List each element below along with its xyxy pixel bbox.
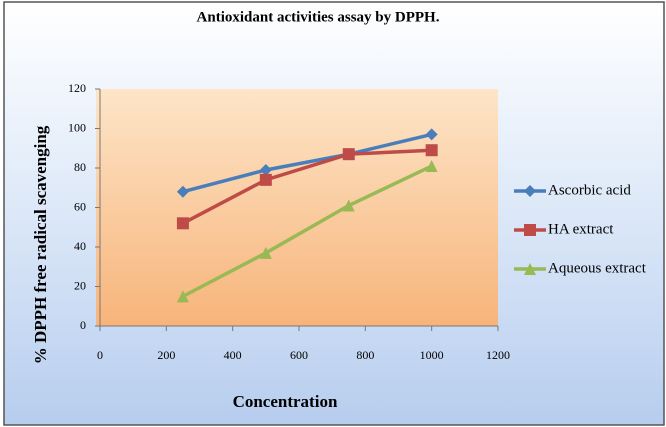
y-axis-label: % DPPH free radical scavenging	[31, 125, 50, 364]
marker	[259, 246, 272, 259]
marker	[524, 224, 536, 236]
chart-title: Antioxidant activities assay by DPPH.	[197, 9, 440, 25]
y-tick-label: 80	[74, 160, 86, 174]
marker	[425, 160, 438, 173]
y-tick-label: 0	[80, 318, 86, 332]
marker	[524, 185, 536, 197]
series-line	[182, 132, 433, 194]
x-tick-label: 800	[356, 348, 374, 362]
x-tick-label: 1200	[486, 348, 510, 362]
marker	[342, 199, 355, 212]
x-tick-label: 200	[157, 348, 175, 362]
x-tick-label: 1000	[420, 348, 444, 362]
plot-area	[96, 89, 498, 326]
marker	[176, 290, 189, 303]
y-tick-label: 60	[74, 199, 86, 213]
y-tick-label: 120	[68, 81, 86, 95]
legend-label: Aqueous extract	[548, 260, 647, 276]
x-tick-label: 600	[290, 348, 308, 362]
x-tick-label: 400	[224, 348, 242, 362]
marker	[342, 148, 355, 161]
x-axis-label: Concentration	[233, 392, 338, 411]
x-tick-label: 0	[97, 348, 103, 362]
legend-label: Ascorbic acid	[548, 182, 631, 198]
y-tick-label: 100	[68, 120, 86, 134]
y-tick-label: 20	[74, 278, 86, 292]
marker	[176, 185, 189, 198]
marker	[176, 217, 189, 230]
y-tick-label: 40	[74, 239, 86, 253]
marker	[425, 144, 438, 157]
marker	[524, 263, 536, 275]
series-line	[182, 148, 432, 225]
marker	[425, 128, 438, 141]
series-line	[182, 164, 433, 298]
legend-label: HA extract	[548, 221, 614, 237]
marker	[259, 163, 272, 176]
marker	[259, 173, 272, 186]
